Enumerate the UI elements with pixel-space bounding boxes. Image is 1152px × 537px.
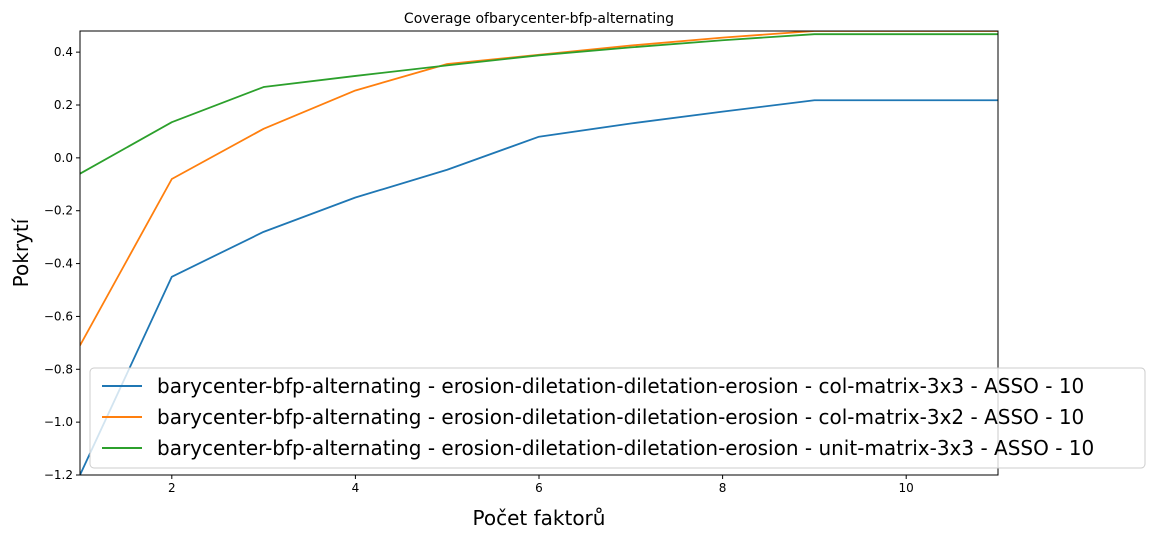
x-axis: 2 4 6 8 10 [168, 475, 914, 495]
y-tick-label: −0.6 [44, 309, 73, 323]
x-tick-label: 8 [719, 481, 727, 495]
x-tick-label: 6 [535, 481, 543, 495]
series-line-3 [80, 33, 998, 175]
x-tick-label: 4 [352, 481, 360, 495]
legend: barycenter-bfp-alternating - erosion-dil… [89, 367, 1146, 469]
y-tick-label: −1.0 [44, 415, 73, 429]
chart-title: Coverage ofbarycenter-bfp-alternating [404, 11, 674, 27]
y-tick-label: 0.2 [54, 98, 73, 112]
legend-label-1: barycenter-bfp-alternating - erosion-dil… [157, 374, 1084, 398]
y-axis: −1.2 −1.0 −0.8 −0.6 −0.4 −0.2 0.0 0.2 0.4 [44, 45, 80, 482]
y-tick-label: −1.2 [44, 468, 73, 482]
x-axis-label: Počet faktorů [473, 506, 606, 530]
y-tick-label: −0.8 [44, 362, 73, 376]
y-tick-label: 0.4 [54, 45, 73, 59]
legend-box [89, 367, 1146, 469]
x-tick-label: 10 [899, 481, 914, 495]
x-tick-label: 2 [168, 481, 176, 495]
y-tick-label: 0.0 [54, 151, 73, 165]
y-tick-label: −0.2 [44, 204, 73, 218]
y-axis-label: Pokrytí [9, 217, 33, 287]
series-line-1 [80, 99, 998, 475]
y-tick-label: −0.4 [44, 257, 73, 271]
legend-label-2: barycenter-bfp-alternating - erosion-dil… [157, 405, 1084, 429]
legend-label-3: barycenter-bfp-alternating - erosion-dil… [157, 436, 1094, 460]
series-lines [80, 31, 998, 475]
